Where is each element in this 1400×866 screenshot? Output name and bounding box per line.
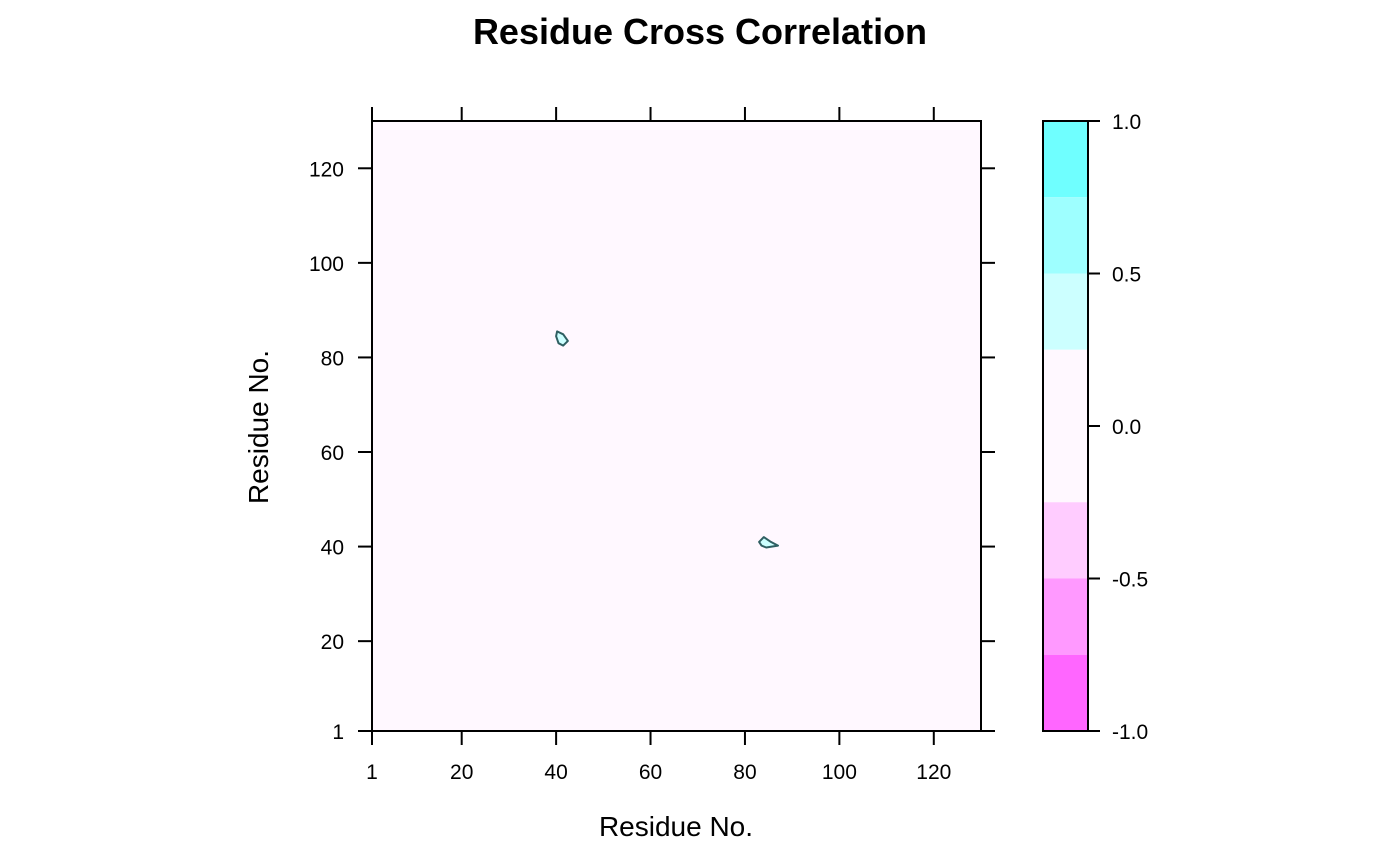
chart-title: Residue Cross Correlation xyxy=(473,11,927,52)
x-tick-label: 60 xyxy=(639,761,662,784)
heatmap-background xyxy=(372,121,981,731)
x-axis-label: Residue No. xyxy=(599,811,753,842)
y-tick-label: 120 xyxy=(309,158,344,181)
x-tick-label: 40 xyxy=(544,761,567,784)
y-tick-label: 80 xyxy=(321,347,344,370)
x-tick-label: 1 xyxy=(366,761,378,784)
color-key-band xyxy=(1043,197,1088,274)
x-tick-label: 100 xyxy=(822,761,857,784)
color-key-band xyxy=(1043,273,1088,350)
y-axis-label: Residue No. xyxy=(243,350,274,504)
plot-frame xyxy=(371,120,982,732)
y-tick-label: 100 xyxy=(309,253,344,276)
y-tick-label: 1 xyxy=(332,721,344,744)
color-key-label: 0.0 xyxy=(1112,416,1141,439)
x-tick-label: 120 xyxy=(916,761,951,784)
color-key-band xyxy=(1043,654,1088,731)
color-key-label: 0.5 xyxy=(1112,264,1141,287)
color-key-band xyxy=(1043,578,1088,655)
y-tick-label: 40 xyxy=(321,537,344,560)
color-key-band xyxy=(1043,502,1088,579)
x-tick-label: 80 xyxy=(733,761,756,784)
contour-region-1 xyxy=(555,330,569,347)
color-key-band xyxy=(1043,349,1088,503)
color-key-label: -1.0 xyxy=(1112,721,1148,744)
color-key: 1.0 0.5 0.0 -0.5 -1.0 xyxy=(1042,111,1148,744)
contour-region-2 xyxy=(758,536,779,549)
y-tick-label: 60 xyxy=(321,442,344,465)
color-key-label: -0.5 xyxy=(1112,569,1148,592)
x-tick-label: 20 xyxy=(450,761,473,784)
y-tick-label: 20 xyxy=(321,631,344,654)
color-key-label: 1.0 xyxy=(1112,111,1141,134)
color-key-band xyxy=(1043,121,1088,198)
